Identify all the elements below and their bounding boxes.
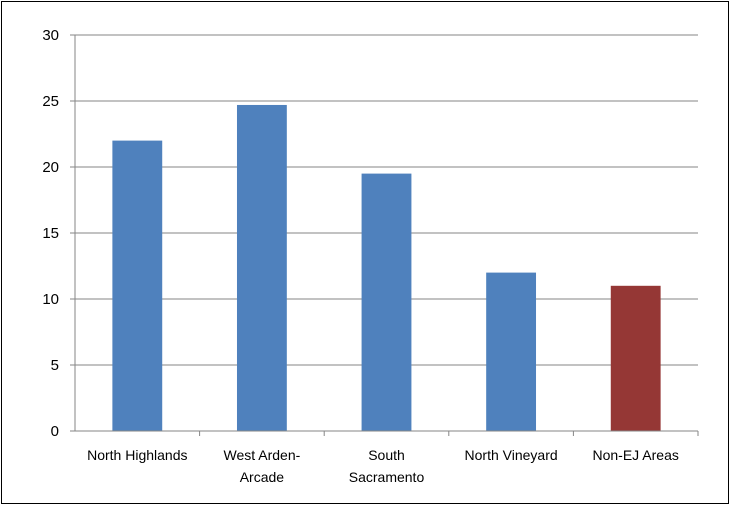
- bar: [610, 285, 661, 431]
- y-tick-label: 10: [42, 291, 59, 308]
- axes: [70, 34, 699, 436]
- x-category-label: North Highlands: [87, 447, 187, 463]
- bars: [112, 104, 661, 432]
- bar: [236, 104, 287, 432]
- bar: [112, 140, 163, 431]
- x-category-label: North Vineyard: [465, 447, 558, 463]
- y-tick-label: 30: [42, 27, 59, 44]
- bar: [361, 173, 412, 431]
- y-tick-label: 0: [51, 423, 59, 440]
- y-tick-label: 5: [51, 357, 59, 374]
- x-category-label: Non-EJ Areas: [593, 447, 679, 463]
- x-category-labels: North Highlands West Arden-Arcade South Sac…: [87, 447, 679, 485]
- y-tick-label: 15: [42, 225, 59, 242]
- y-tick-label: 25: [42, 93, 59, 110]
- x-category-label: South Sacramento: [349, 447, 425, 485]
- x-category-label: West Arden-Arcade: [224, 447, 301, 485]
- y-tick-label: 20: [42, 159, 59, 176]
- gridlines: [75, 34, 698, 366]
- y-tick-labels: 0 5 10 15 20 25 30: [42, 27, 59, 440]
- bar: [486, 272, 537, 431]
